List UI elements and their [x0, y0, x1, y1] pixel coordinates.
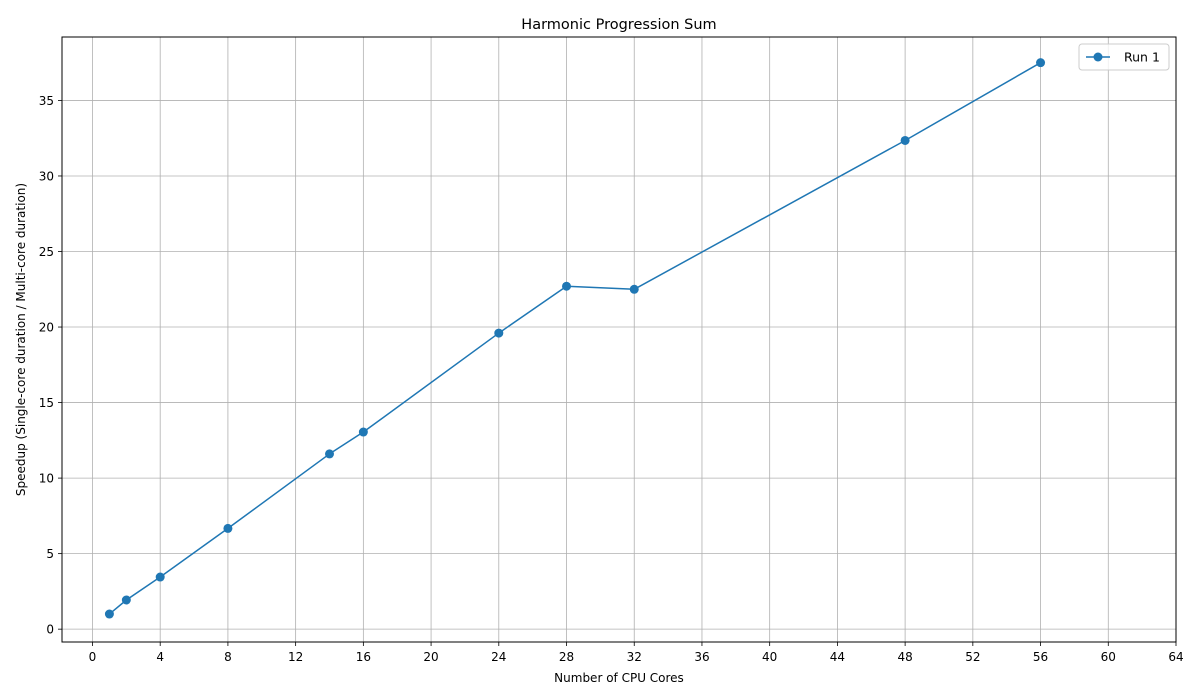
x-tick-label: 40 [762, 650, 777, 664]
x-tick-label: 4 [156, 650, 164, 664]
x-tick-label: 24 [491, 650, 506, 664]
x-tick-label: 56 [1033, 650, 1048, 664]
y-tick-label: 30 [39, 169, 54, 183]
y-tick-label: 15 [39, 396, 54, 410]
x-tick-label: 0 [89, 650, 97, 664]
data-point [358, 427, 368, 437]
data-point [324, 449, 334, 459]
legend: Run 1 [1078, 43, 1170, 71]
data-point [104, 609, 114, 619]
x-tick-label: 16 [356, 650, 371, 664]
y-tick-label: 5 [46, 547, 54, 561]
data-point [562, 281, 572, 291]
x-tick-label: 8 [224, 650, 232, 664]
x-tick-label: 64 [1168, 650, 1183, 664]
x-tick-label: 60 [1101, 650, 1116, 664]
chart-title: Harmonic Progression Sum [521, 17, 716, 33]
x-tick-label: 36 [694, 650, 709, 664]
data-point [494, 328, 504, 338]
legend-marker-swatch [1093, 52, 1103, 62]
legend-box [1078, 43, 1170, 71]
data-point [155, 572, 165, 582]
y-tick-label: 20 [39, 321, 54, 335]
plot-frame [61, 36, 1177, 643]
x-tick-label: 20 [423, 650, 438, 664]
legend-label-run-1: Run 1 [1124, 50, 1160, 65]
x-tick-label: 44 [830, 650, 845, 664]
x-tick-label: 12 [288, 650, 303, 664]
y-tick-label: 25 [39, 245, 54, 259]
grid [62, 37, 1177, 642]
data-point [900, 135, 910, 145]
y-axis: 0 5 10 15 20 25 30 35 [39, 94, 62, 637]
x-tick-label: 28 [559, 650, 574, 664]
y-tick-label: 0 [46, 623, 54, 637]
series-layer [104, 58, 1046, 619]
data-point [121, 595, 131, 605]
x-axis: 0 4 8 12 16 20 24 28 32 36 40 44 48 52 56 60 64 [89, 642, 1184, 664]
x-tick-label: 48 [897, 650, 912, 664]
series-line-1 [108, 62, 1041, 615]
x-axis-title: Number of CPU Cores [554, 671, 684, 685]
data-point [629, 284, 639, 294]
y-tick-label: 10 [39, 472, 54, 486]
y-axis-title: Speedup (Single-core duration / Multi-co… [14, 183, 28, 496]
x-tick-label: 52 [965, 650, 980, 664]
y-tick-label: 35 [39, 94, 54, 108]
data-point [1036, 58, 1046, 68]
data-point [223, 523, 233, 533]
x-tick-label: 32 [627, 650, 642, 664]
